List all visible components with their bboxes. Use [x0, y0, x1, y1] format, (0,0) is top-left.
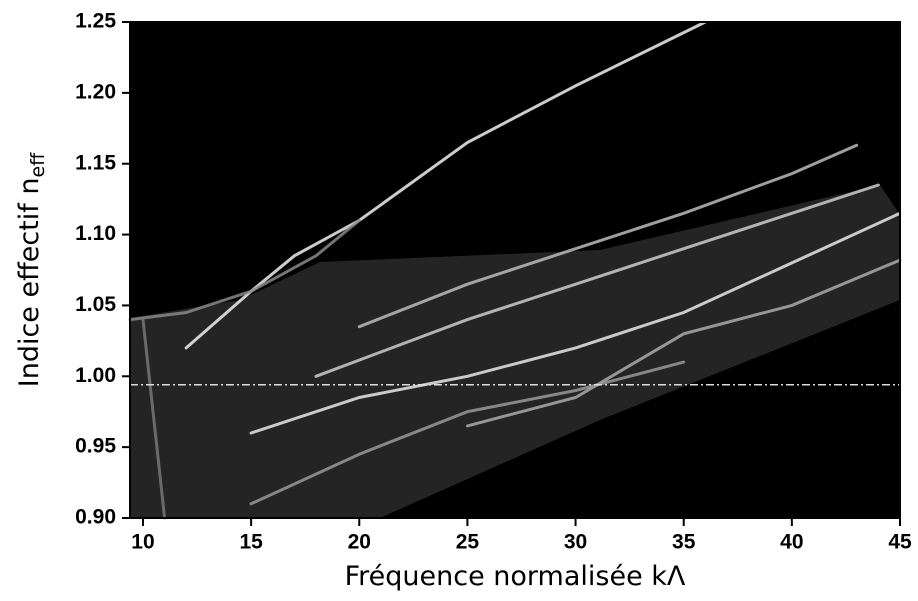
- x-tick-label: 10: [131, 531, 154, 554]
- x-tick-label: 35: [672, 531, 696, 554]
- y-axis-label: Indice effectif neff: [14, 152, 49, 387]
- x-tick-label: 15: [239, 531, 263, 554]
- mode-region: [130, 185, 900, 518]
- y-tick-label: 0.90: [75, 506, 116, 529]
- y-tick-label: 1.00: [75, 364, 116, 387]
- mode-curve: [141, 318, 167, 520]
- y-tick-label: 1.15: [75, 151, 116, 174]
- x-tick-label: 25: [456, 531, 480, 554]
- mode-curve: [465, 258, 902, 428]
- x-tick-label: 40: [780, 531, 803, 554]
- y-tick-label: 1.05: [75, 293, 116, 316]
- mode-curve: [357, 143, 859, 329]
- y-axis-label-main: Indice effectif n: [14, 178, 45, 388]
- mode-curve: [249, 360, 686, 506]
- y-tick-label: 1.25: [75, 10, 116, 33]
- mode-curve: [314, 183, 880, 378]
- mode-curve: [128, 218, 361, 322]
- y-axis-label-sub: eff: [27, 152, 49, 178]
- x-tick-label: 20: [348, 531, 371, 554]
- y-tick-label: 1.10: [75, 222, 116, 245]
- marks: [128, 20, 902, 520]
- x-axis-label: Fréquence normalisée kΛ: [345, 561, 686, 592]
- y-tick-label: 1.20: [75, 80, 116, 103]
- plot-frame: [129, 21, 901, 519]
- x-tick-label: 45: [888, 531, 912, 554]
- y-tick-label: 0.95: [75, 435, 116, 458]
- mode-curve: [249, 211, 902, 435]
- x-tick-label: 30: [564, 531, 587, 554]
